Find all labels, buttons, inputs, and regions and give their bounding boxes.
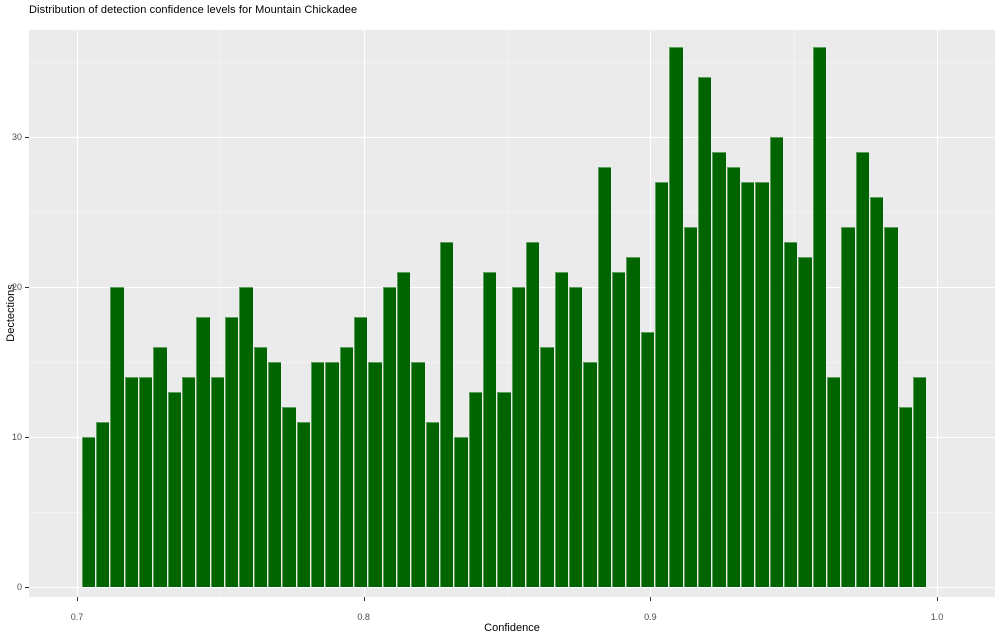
histogram-bar: [554, 271, 568, 587]
histogram-bar: [454, 436, 468, 587]
histogram-bar: [310, 361, 325, 587]
histogram-bar: [798, 256, 812, 587]
histogram-bar: [95, 421, 110, 587]
gridline-major-vertical: [77, 30, 78, 597]
x-axis-tick-label: 0.7: [70, 612, 84, 622]
histogram-bar: [697, 76, 712, 587]
histogram-bar: [210, 376, 224, 587]
y-axis-tick-label: 0: [16, 581, 22, 592]
chart-title: Distribution of detection confidence lev…: [29, 4, 358, 16]
x-axis-tick: [937, 597, 938, 601]
histogram-bar: [382, 286, 396, 587]
histogram-bar: [540, 346, 554, 587]
histogram-bar: [482, 271, 497, 587]
histogram-bar: [282, 406, 296, 587]
histogram-bar: [196, 316, 210, 587]
y-axis-title: Dectections: [5, 284, 17, 342]
histogram-bar: [468, 391, 482, 587]
y-axis-tick-label: 10: [11, 431, 22, 442]
x-axis-tick: [650, 597, 652, 601]
y-axis-tick: [25, 436, 29, 438]
histogram-bar: [769, 136, 783, 587]
y-axis-tick: [25, 586, 29, 588]
gridline-major-horizontal: [29, 586, 995, 588]
histogram-bar: [898, 406, 912, 587]
histogram-bar: [826, 376, 841, 587]
gridline-minor-horizontal: [29, 211, 995, 213]
histogram-bar: [153, 346, 167, 587]
y-axis-tick: [25, 136, 29, 138]
histogram-bar: [626, 256, 640, 587]
histogram-bar: [124, 376, 138, 587]
histogram-bar: [611, 271, 626, 587]
histogram-bar: [81, 436, 95, 587]
histogram-bar: [138, 376, 153, 587]
gridline-major-vertical: [937, 30, 938, 597]
histogram-bar: [683, 226, 697, 587]
histogram-bar: [511, 286, 525, 587]
histogram-bar: [425, 421, 439, 587]
x-axis-tick-label: 0.9: [644, 612, 657, 622]
histogram-bar: [368, 361, 382, 587]
x-axis-title: Confidence: [484, 622, 540, 634]
histogram-bar: [239, 286, 253, 587]
histogram-bar: [167, 391, 181, 587]
y-axis-tick: [25, 286, 29, 288]
histogram-bar: [841, 226, 855, 587]
histogram-bar: [439, 241, 454, 587]
histogram-bar: [869, 196, 884, 587]
histogram-bar: [325, 361, 339, 587]
plot-panel: [29, 30, 995, 597]
histogram-bar: [296, 421, 310, 587]
x-axis-tick: [363, 597, 365, 601]
histogram-bar: [353, 316, 368, 587]
x-axis-tick-label: 1.0: [930, 612, 944, 622]
histogram-bar: [884, 226, 898, 587]
gridline-major-horizontal: [29, 136, 995, 138]
histogram-bar: [912, 376, 927, 587]
histogram-bar: [396, 271, 411, 587]
histogram-bar: [740, 181, 755, 587]
histogram-bar: [654, 181, 669, 587]
histogram-bar: [267, 361, 282, 587]
histogram-bar: [525, 241, 540, 587]
histogram-bar: [583, 361, 597, 587]
histogram-bar: [568, 286, 583, 587]
x-axis-tick-label: 0.8: [357, 612, 370, 622]
histogram-bar: [726, 166, 740, 587]
histogram-bar: [640, 331, 654, 587]
histogram-bar: [110, 286, 124, 587]
y-axis-tick-label: 30: [11, 131, 22, 142]
x-axis-tick: [77, 597, 78, 601]
histogram-bar: [181, 376, 196, 587]
histogram-bar: [253, 346, 267, 587]
histogram-bar: [783, 241, 798, 587]
gridline-minor-horizontal: [29, 61, 995, 63]
histogram-bar: [755, 181, 769, 587]
histogram-bar: [712, 151, 726, 587]
histogram-bar: [855, 151, 869, 587]
histogram-bar: [339, 346, 353, 587]
histogram-bar: [497, 391, 511, 587]
y-axis-tick-label: 20: [11, 281, 22, 292]
histogram-bar: [669, 46, 683, 587]
histogram-bar: [224, 316, 239, 587]
histogram-bar: [411, 361, 425, 587]
histogram-bar: [812, 46, 826, 587]
histogram-bar: [597, 166, 611, 587]
